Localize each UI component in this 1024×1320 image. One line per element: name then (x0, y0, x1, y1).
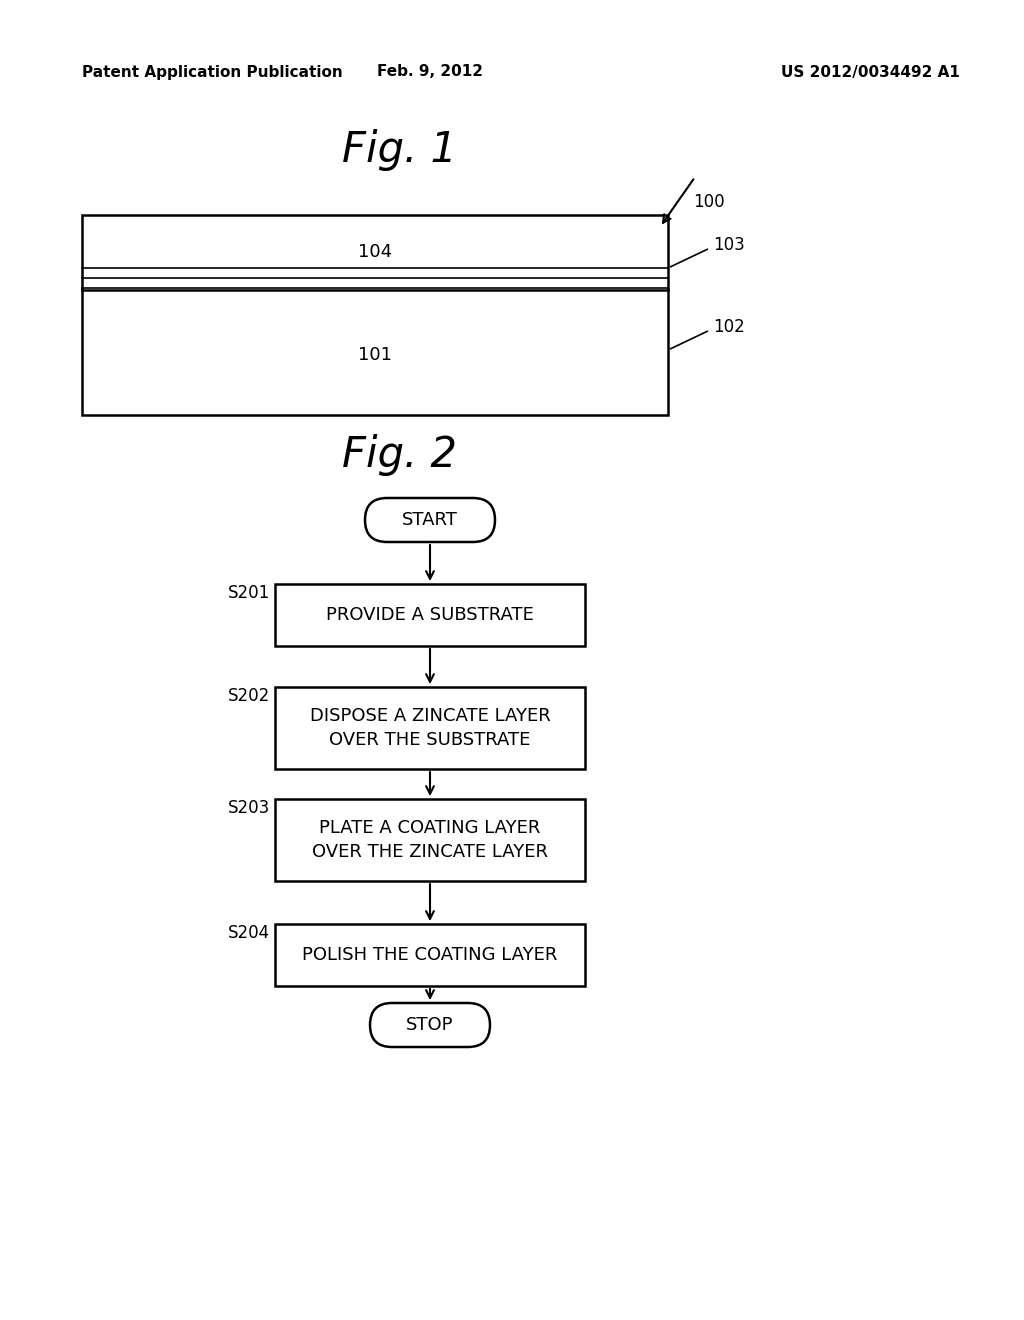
Text: Fig. 1: Fig. 1 (342, 129, 458, 172)
FancyBboxPatch shape (370, 1003, 490, 1047)
Text: 100: 100 (693, 193, 725, 211)
Text: US 2012/0034492 A1: US 2012/0034492 A1 (780, 65, 959, 79)
FancyBboxPatch shape (365, 498, 495, 543)
Text: PROVIDE A SUBSTRATE: PROVIDE A SUBSTRATE (326, 606, 534, 624)
Text: PLATE A COATING LAYER
OVER THE ZINCATE LAYER: PLATE A COATING LAYER OVER THE ZINCATE L… (312, 820, 548, 861)
Text: POLISH THE COATING LAYER: POLISH THE COATING LAYER (302, 946, 558, 964)
Text: START: START (402, 511, 458, 529)
Text: 102: 102 (713, 318, 744, 337)
Text: S201: S201 (227, 583, 270, 602)
Bar (82, 215, 668, 414)
Text: S203: S203 (227, 799, 270, 817)
Bar (275, 924, 585, 986)
Text: Fig. 2: Fig. 2 (342, 434, 458, 477)
Bar (275, 583, 585, 645)
Text: DISPOSE A ZINCATE LAYER
OVER THE SUBSTRATE: DISPOSE A ZINCATE LAYER OVER THE SUBSTRA… (309, 708, 550, 748)
Bar (275, 686, 585, 770)
Text: S204: S204 (228, 924, 270, 942)
Text: STOP: STOP (407, 1016, 454, 1034)
Text: Feb. 9, 2012: Feb. 9, 2012 (377, 65, 483, 79)
Text: S202: S202 (227, 686, 270, 705)
Text: 101: 101 (358, 346, 392, 364)
Text: 103: 103 (713, 236, 744, 253)
Text: Patent Application Publication: Patent Application Publication (82, 65, 343, 79)
Text: 104: 104 (358, 243, 392, 261)
Bar (275, 799, 585, 880)
